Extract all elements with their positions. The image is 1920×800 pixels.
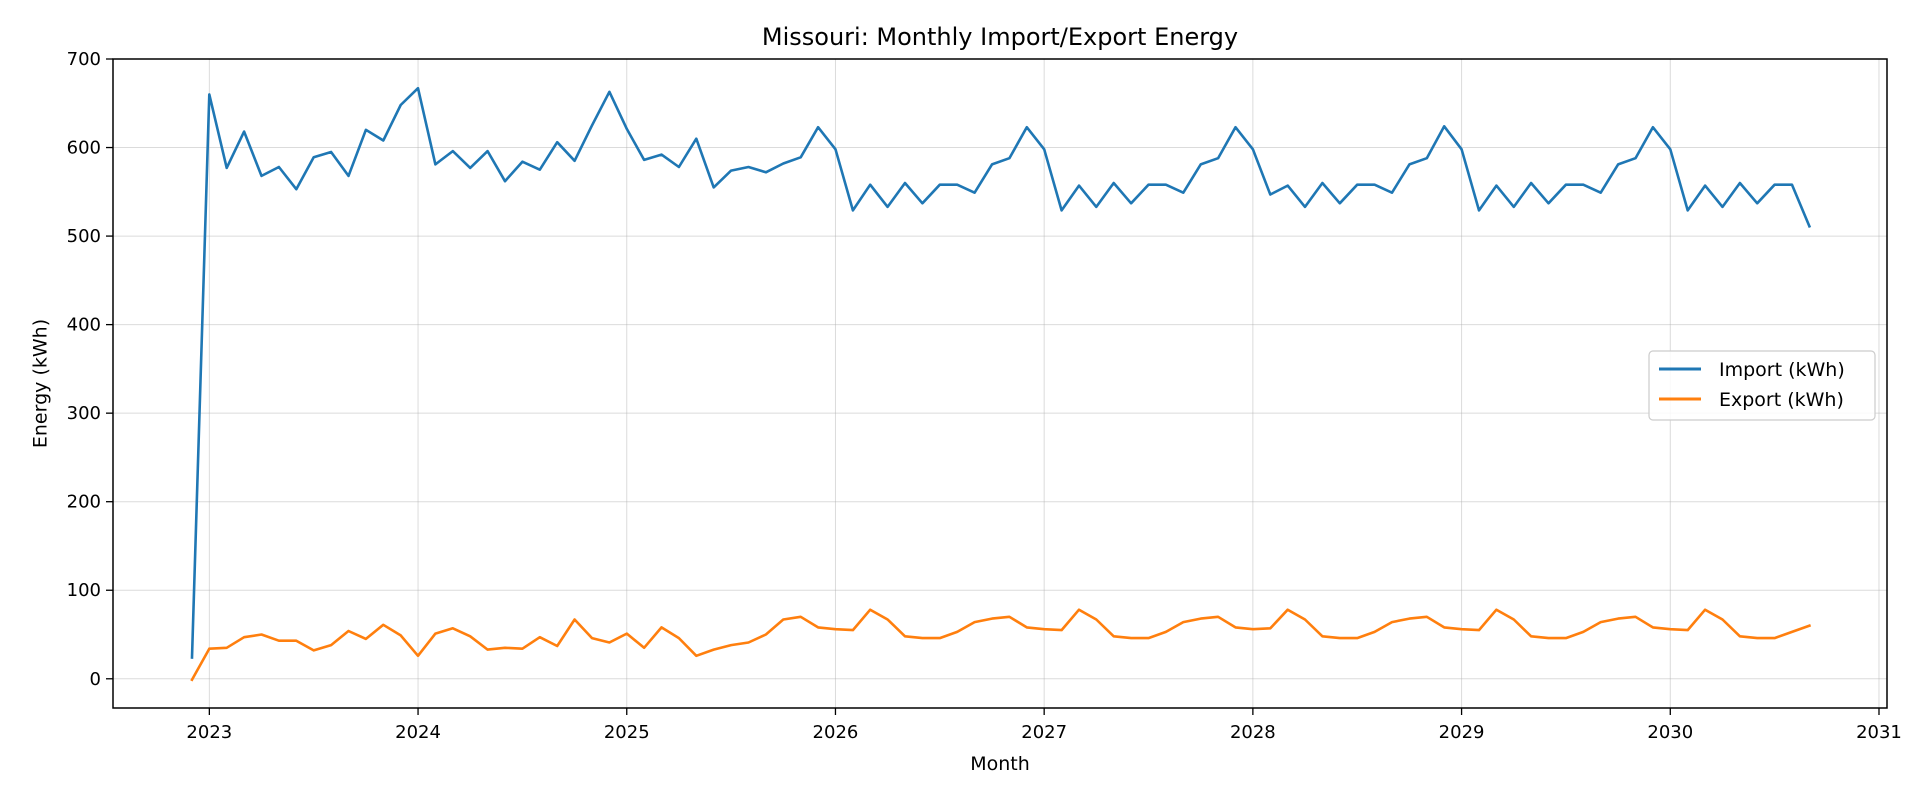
x-tick-label: 2031 bbox=[1856, 722, 1902, 743]
y-tick-label: 700 bbox=[67, 49, 101, 70]
y-tick-label: 400 bbox=[67, 315, 101, 336]
y-tick-label: 200 bbox=[67, 492, 101, 513]
x-axis-ticks: 2023 2024 2025 2026 2027 2028 2029 2030 2031 bbox=[186, 708, 1902, 743]
x-tick-label: 2024 bbox=[395, 722, 441, 743]
y-tick-label: 100 bbox=[67, 580, 101, 601]
y-tick-label: 500 bbox=[67, 226, 101, 247]
series-line-import bbox=[190, 86, 1812, 659]
y-tick-label: 600 bbox=[67, 138, 101, 159]
legend-box bbox=[1648, 350, 1876, 421]
y-axis-ticks: 0 100 200 300 400 500 600 700 bbox=[67, 49, 113, 690]
y-tick-label: 300 bbox=[67, 403, 101, 424]
x-tick-label: 2026 bbox=[813, 722, 859, 743]
x-tick-label: 2025 bbox=[604, 722, 650, 743]
y-axis-label: Energy (kWh) bbox=[30, 319, 52, 448]
legend: Import (kWh) Export (kWh) bbox=[1648, 350, 1876, 421]
series-lines bbox=[190, 86, 1812, 682]
y-tick-label: 0 bbox=[90, 669, 101, 690]
x-tick-label: 2030 bbox=[1647, 722, 1693, 743]
x-tick-label: 2027 bbox=[1021, 722, 1067, 743]
series-line-export bbox=[190, 608, 1812, 682]
legend-label-import: Import (kWh) bbox=[1719, 359, 1845, 381]
x-tick-label: 2028 bbox=[1230, 722, 1276, 743]
x-axis-label: Month bbox=[970, 753, 1030, 775]
plot-area-frame bbox=[112, 58, 1888, 709]
x-tick-label: 2029 bbox=[1439, 722, 1485, 743]
x-tick-label: 2023 bbox=[186, 722, 232, 743]
chart-title: Missouri: Monthly Import/Export Energy bbox=[762, 23, 1238, 51]
legend-label-export: Export (kWh) bbox=[1719, 389, 1844, 411]
